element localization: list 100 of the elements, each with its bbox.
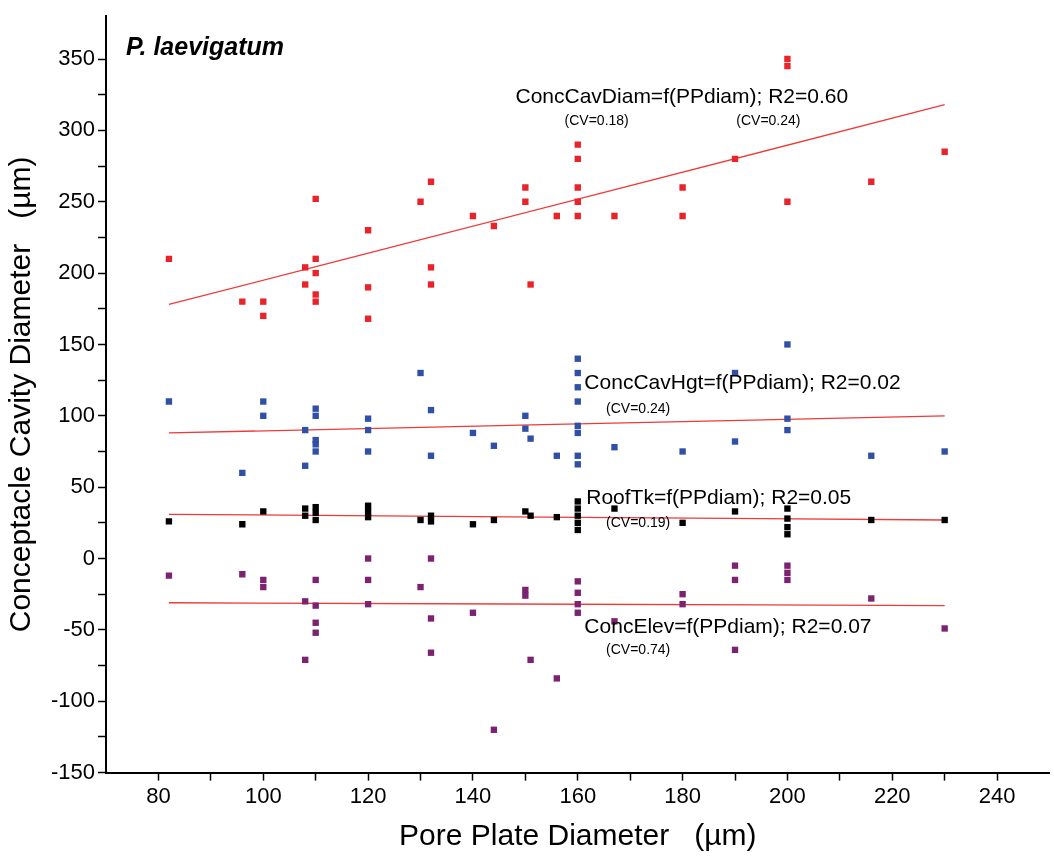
point [784, 569, 791, 576]
annotation: ConcCavDiam=f(PPdiam); R2=0.60 [515, 83, 849, 107]
x-tick-label: 180 [664, 782, 701, 808]
point [427, 555, 435, 562]
y-tick-label: 50 [70, 473, 96, 499]
point [574, 461, 581, 468]
point [784, 415, 791, 422]
point [731, 438, 739, 445]
y-tick-label: -50 [63, 615, 96, 641]
point [679, 519, 686, 527]
point [731, 562, 739, 569]
point [784, 523, 791, 531]
x-tick-label: 220 [873, 782, 911, 808]
point [417, 583, 424, 591]
point [260, 508, 267, 515]
point [165, 572, 173, 579]
y-axis-title: Conceptacle Cavity Diameter (µm) [3, 156, 37, 633]
point [784, 341, 791, 348]
annotation: (CV=0.19) [606, 513, 671, 530]
point [260, 298, 267, 305]
point [364, 555, 372, 562]
point [574, 505, 581, 512]
x-tick-label: 120 [349, 782, 387, 808]
point [427, 264, 435, 271]
point [260, 398, 267, 405]
point [527, 435, 534, 442]
point [522, 184, 529, 191]
x-tick-label: 160 [559, 782, 597, 808]
y-tick-label: 200 [58, 259, 96, 285]
point [427, 281, 435, 288]
point [427, 518, 435, 525]
point [427, 615, 435, 622]
point [165, 518, 173, 525]
x-tick-label: 200 [769, 782, 806, 808]
annotation: (CV=0.18) [564, 112, 629, 129]
point [784, 62, 791, 70]
point [574, 141, 581, 148]
point [312, 405, 319, 412]
point [522, 425, 529, 432]
point [679, 212, 686, 220]
point [364, 284, 372, 291]
point [679, 601, 686, 608]
point [527, 656, 534, 664]
point [312, 448, 319, 455]
point [574, 578, 581, 585]
y-tick-label: 250 [58, 187, 96, 213]
annotation: (CV=0.24) [606, 400, 671, 417]
annotation: (CV=0.24) [736, 112, 801, 129]
point [312, 602, 319, 609]
x-tick-label: 100 [244, 782, 282, 808]
point [417, 198, 424, 205]
point [941, 625, 948, 632]
y-tick-label: 100 [58, 401, 96, 427]
point [364, 448, 372, 455]
point [679, 184, 686, 191]
y-tick-label: -100 [50, 687, 96, 713]
point [784, 562, 791, 569]
point [868, 595, 875, 602]
y-tick-label: 300 [58, 116, 96, 142]
point [417, 369, 424, 377]
point [522, 592, 529, 599]
point [302, 281, 309, 288]
point [941, 148, 948, 155]
point [784, 515, 791, 522]
y-tick-label: 0 [82, 544, 96, 570]
point [941, 516, 948, 524]
point [312, 441, 319, 448]
y-tick-label: -150 [50, 758, 96, 784]
point [611, 444, 618, 451]
point [611, 212, 618, 220]
point [941, 448, 948, 455]
point [302, 462, 309, 469]
point [364, 415, 372, 422]
point [784, 531, 791, 538]
point [239, 298, 246, 305]
annotation: RoofTk=f(PPdiam); R2=0.05 [586, 484, 852, 508]
point [731, 508, 739, 515]
annotation: ConcElev=f(PPdiam); R2=0.07 [584, 614, 872, 638]
x-tick-label: 80 [146, 782, 171, 808]
x-tick-label: 240 [978, 782, 1016, 808]
point [553, 675, 560, 682]
y-tick-label: 150 [58, 330, 96, 356]
point [522, 508, 529, 515]
point [417, 516, 424, 524]
point [784, 55, 791, 63]
point [522, 412, 529, 419]
point [679, 591, 686, 598]
point [302, 598, 309, 605]
point [522, 198, 529, 205]
point [784, 505, 791, 512]
point [527, 281, 534, 288]
annotation: (CV=0.74) [606, 640, 671, 657]
point [165, 398, 173, 405]
point [574, 398, 581, 405]
point [312, 298, 319, 305]
annotation: ConcCavHgt=f(PPdiam); R2=0.02 [584, 369, 901, 393]
x-axis-title: Pore Plate Diameter (µm) [399, 818, 757, 852]
point [302, 264, 309, 271]
text: P. laevigatum [126, 32, 284, 61]
point [312, 291, 319, 298]
